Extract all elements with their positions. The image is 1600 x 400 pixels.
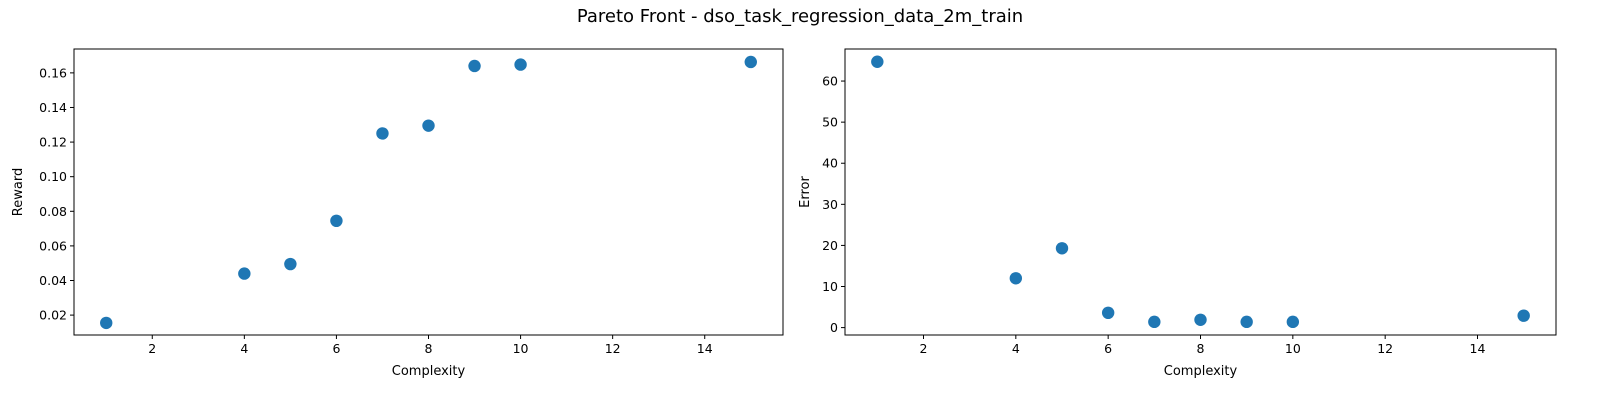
chart-0-ytick-label: 0.06: [39, 238, 67, 253]
chart-1-ytick-label: 40: [822, 156, 838, 171]
chart-1-xtick-label: 6: [1104, 341, 1112, 356]
chart-1-data-point: [1240, 315, 1253, 329]
chart-0-xtick-label: 14: [697, 341, 713, 356]
chart-1-xtick-label: 2: [920, 341, 928, 356]
chart-1-xtick-label: 8: [1197, 341, 1205, 356]
chart-0-ytick-label: 0.04: [39, 273, 67, 288]
chart-1-data-point: [1055, 242, 1069, 255]
chart-0-ytick-label: 0.16: [39, 65, 67, 80]
chart-0-y-axis-label: Reward: [11, 168, 26, 216]
chart-1-y-axis-label: Error: [798, 176, 813, 208]
chart-1-data-point: [1286, 315, 1300, 329]
chart-0-data-point: [422, 119, 435, 132]
chart-1-ytick-label: 10: [822, 279, 838, 294]
chart-0-ytick-label: 0.12: [39, 135, 67, 150]
chart-0-axes-frame: [73, 48, 784, 336]
chart-1-xtick-label: 4: [1012, 341, 1020, 356]
chart-0-data-point: [330, 214, 343, 228]
chart-0-x-axis-label: Complexity: [392, 364, 466, 379]
chart-0-xtick-label: 2: [148, 341, 156, 356]
chart-1-ytick-label: 0: [830, 320, 838, 335]
chart-1-xtick-label: 14: [1470, 341, 1486, 356]
chart-1-ytick-label: 30: [822, 197, 838, 212]
chart-0-ytick-label: 0.08: [39, 204, 67, 219]
chart-0-ytick-label: 0.14: [39, 100, 67, 115]
error-scatter-panel: 2 4 6 8 10 12 14 0 10 20 30 40 50 60 Complexity Error: [798, 48, 1557, 379]
chart-1-x-axis-label: Complexity: [1164, 364, 1238, 379]
chart-0-xtick-label: 6: [332, 341, 340, 356]
chart-0-ytick-label: 0.10: [39, 169, 67, 184]
chart-0-xtick-label: 12: [605, 341, 621, 356]
chart-1-axes-frame: [844, 48, 1557, 336]
chart-1-data-point: [1194, 313, 1207, 326]
chart-0-data-point: [744, 55, 757, 69]
chart-0-data-point: [514, 58, 527, 71]
chart-1-xtick-label: 10: [1285, 341, 1301, 356]
reward-scatter-panel: 2 4 6 8 10 12 14 0.02 0.04 0.06 0.08 0.10 0.12 0.14 0.…: [11, 48, 784, 379]
chart-1-xtick-label: 12: [1377, 341, 1393, 356]
chart-0-data-point: [238, 267, 251, 280]
chart-1-data-point: [871, 55, 884, 68]
chart-0-ytick-label: 0.02: [39, 308, 67, 323]
chart-0-xtick-label: 4: [240, 341, 248, 356]
chart-0-data-point: [284, 257, 297, 271]
chart-1-ytick-label: 50: [822, 115, 838, 130]
chart-1-data-point: [1517, 309, 1530, 322]
chart-1-ytick-label: 60: [822, 74, 838, 89]
chart-0-data-point: [468, 59, 481, 73]
chart-0-xtick-label: 10: [513, 341, 529, 356]
chart-1-data-point: [1148, 315, 1161, 329]
chart-1-ytick-label: 20: [822, 238, 838, 253]
chart-0-xtick-label: 8: [425, 341, 433, 356]
chart-0-data-point: [376, 127, 389, 140]
chart-1-data-point: [1101, 306, 1115, 320]
chart-0-data-point: [100, 316, 113, 330]
figure-title: Pareto Front - dso_task_regression_data_…: [577, 6, 1023, 27]
chart-1-data-point: [1009, 272, 1023, 285]
